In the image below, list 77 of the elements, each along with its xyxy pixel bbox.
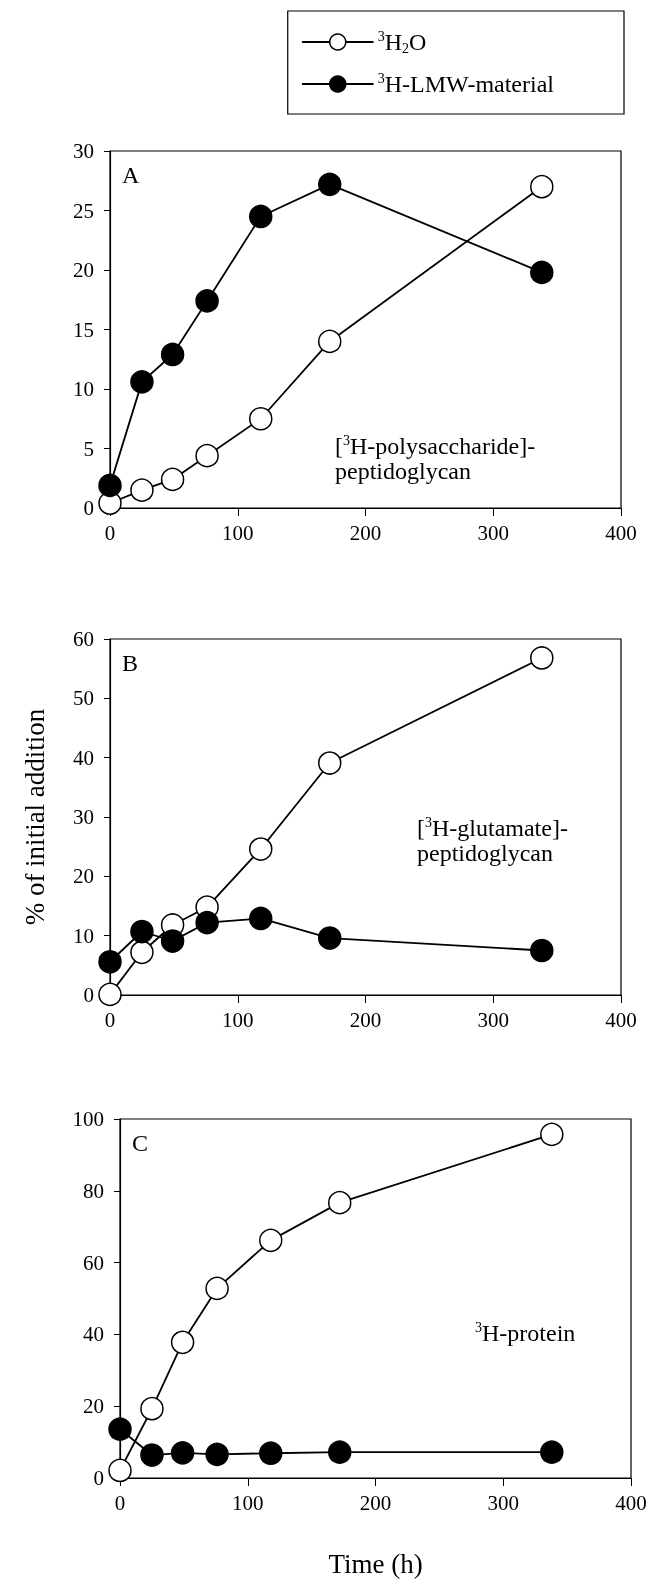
x-tick-label: 400 xyxy=(605,520,637,545)
point xyxy=(205,1442,229,1467)
point xyxy=(530,938,554,963)
x-tick-label: 300 xyxy=(487,1490,519,1515)
x-tick-label: 0 xyxy=(114,1490,126,1515)
point xyxy=(170,1441,195,1465)
point xyxy=(108,1417,132,1441)
point xyxy=(328,1440,352,1464)
y-tick-label: 10 xyxy=(73,923,94,948)
chart-title: B xyxy=(122,650,139,676)
point xyxy=(140,1443,164,1467)
point xyxy=(540,1122,564,1147)
point xyxy=(259,1441,283,1465)
point xyxy=(140,1396,164,1421)
point xyxy=(195,910,219,935)
point xyxy=(318,751,342,775)
point xyxy=(530,260,554,285)
x-tick-label: 200 xyxy=(349,520,382,545)
y-tick-label: 0 xyxy=(83,496,94,520)
point xyxy=(98,950,122,974)
point xyxy=(318,172,342,197)
point xyxy=(259,1228,283,1253)
chart-title: C xyxy=(132,1130,149,1156)
y-tick-label: 60 xyxy=(73,627,94,651)
point xyxy=(160,467,185,492)
point xyxy=(318,926,342,950)
point xyxy=(160,929,185,953)
point xyxy=(130,478,154,502)
point xyxy=(160,342,185,367)
x-tick-label: 300 xyxy=(477,1007,509,1032)
point xyxy=(98,473,122,498)
point xyxy=(130,940,154,965)
y-tick-label: 15 xyxy=(73,317,94,342)
point xyxy=(170,1330,195,1355)
y-tick-label: 5 xyxy=(83,436,94,461)
chart-title: A xyxy=(122,162,140,188)
point xyxy=(195,443,219,468)
y-tick-label: 50 xyxy=(73,686,94,711)
y-tick-label: 25 xyxy=(73,198,94,223)
y-tick-label: 10 xyxy=(73,377,94,401)
x-tick-label: 200 xyxy=(349,1007,382,1032)
point xyxy=(108,1458,132,1483)
y-tick-label: 30 xyxy=(73,805,94,829)
y-tick-label: 100 xyxy=(72,1107,104,1131)
point xyxy=(540,1440,564,1464)
point xyxy=(130,919,154,944)
y-tick-label: 40 xyxy=(83,1322,104,1347)
y-tick-label: 20 xyxy=(83,1394,104,1419)
point xyxy=(98,982,122,1007)
x-axis-title: Time (h) xyxy=(328,1548,423,1579)
point xyxy=(530,174,554,199)
y-tick-label: 60 xyxy=(83,1250,104,1275)
point xyxy=(249,906,273,931)
point xyxy=(249,837,273,861)
x-tick-label: 100 xyxy=(222,520,254,545)
point xyxy=(249,204,273,229)
y-tick-label: 0 xyxy=(83,983,94,1007)
x-tick-label: 400 xyxy=(605,1007,637,1032)
y-axis-title: % of initial addition xyxy=(19,708,50,926)
y-tick-label: 20 xyxy=(73,864,94,889)
x-tick-label: 100 xyxy=(222,1007,254,1032)
point xyxy=(318,329,342,354)
x-tick-label: 400 xyxy=(615,1490,647,1515)
x-tick-label: 300 xyxy=(477,520,509,545)
point xyxy=(328,1190,352,1215)
y-tick-label: 0 xyxy=(93,1466,104,1490)
y-tick-label: 80 xyxy=(83,1178,104,1203)
point xyxy=(205,1276,229,1301)
point xyxy=(530,646,554,670)
y-tick-label: 20 xyxy=(73,258,94,282)
y-tick-label: 30 xyxy=(73,139,94,163)
point xyxy=(249,407,273,431)
y-tick-label: 40 xyxy=(73,745,94,770)
point xyxy=(130,370,154,394)
x-tick-label: 200 xyxy=(359,1490,392,1515)
x-tick-label: 100 xyxy=(232,1490,264,1515)
point xyxy=(195,289,219,313)
